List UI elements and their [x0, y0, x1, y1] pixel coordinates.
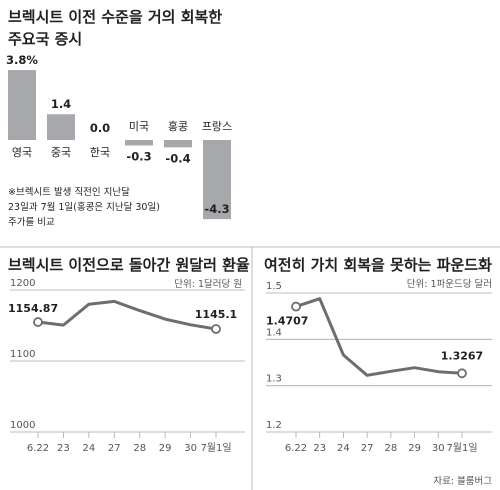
y-tick-label: 1000: [10, 420, 35, 431]
start-point-marker: [33, 317, 43, 327]
krw-chart-unit: 단위: 1달러당 원: [174, 278, 242, 290]
source-note: 자료: 블룸버그: [433, 476, 492, 487]
bar-value-label: -0.3: [126, 150, 151, 164]
x-tick-label: 27: [108, 443, 121, 454]
x-tick-label: 24: [337, 443, 350, 454]
x-tick-label: 23: [57, 443, 70, 454]
gbp-chart-title: 여전히 가치 회복을 못하는 파운드화: [264, 256, 492, 274]
bar-category-label: 프랑스: [202, 120, 232, 133]
bar-chart-note-line1: ※브렉시트 발생 직전인 지난달: [8, 186, 130, 198]
krw-usd-line-chart: 브렉시트 이전으로 돌아간 원달러 환율 단위: 1달러당 원 1200 1100…: [8, 256, 250, 454]
y-tick-label: 1.5: [266, 281, 282, 292]
bar-5: [164, 140, 192, 148]
stock-index-bar-chart: 브렉시트 이전 수준을 거의 회복한 주요국 증시 3.8% 영국 1.4 중국 0.0…: [6, 8, 232, 228]
x-tick-label: 28: [133, 443, 146, 454]
y-tick-label: 1.4: [266, 327, 282, 338]
bar-category-label: 중국: [51, 146, 71, 159]
bar-chart-title-line2: 주요국 증시: [8, 30, 82, 48]
x-tick-label: 7월1일: [446, 442, 477, 454]
y-tick-label: 1100: [10, 349, 35, 360]
gbp-chart-unit: 단위: 1파운드당 달러: [407, 278, 492, 290]
bar-1: [8, 70, 36, 140]
end-point-marker: [457, 368, 467, 379]
x-tick-label: 7월1일: [200, 442, 231, 454]
x-tick-label: 6.22: [285, 443, 307, 454]
series-line: [295, 297, 463, 377]
x-tick-label: 24: [82, 443, 95, 454]
bar-value-label: -4.3: [204, 202, 229, 216]
krw-chart-title: 브렉시트 이전으로 돌아간 원달러 환율: [8, 256, 250, 274]
bar-category-label: 영국: [12, 146, 32, 159]
x-tick-label: 29: [408, 443, 421, 454]
end-point-marker: [211, 324, 221, 334]
x-tick-label: 27: [361, 443, 374, 454]
gbp-usd-line-chart: 여전히 가치 회복을 못하는 파운드화 단위: 1파운드당 달러 1.51.41…: [264, 256, 492, 454]
bar-chart-title-line1: 브렉시트 이전 수준을 거의 회복한: [8, 8, 222, 26]
bar-4: [125, 140, 153, 146]
x-tick-label: 28: [384, 443, 397, 454]
bar-chart-note-line2: 23일과 7월 1일(홍콩은 지난달 30일): [8, 201, 160, 213]
bar-category-label: 한국: [90, 146, 110, 159]
x-tick-label: 30: [184, 443, 197, 454]
bar-value-label: 1.4: [51, 97, 71, 111]
end-value-label: 1.3267: [441, 349, 483, 362]
bar-value-label: 3.8%: [6, 53, 38, 67]
y-tick-label: 1.2: [266, 420, 282, 431]
start-point-marker: [291, 301, 301, 312]
start-value-label: 1.4707: [266, 315, 308, 328]
bar-value-label: 0.0: [90, 121, 110, 135]
bar-2: [47, 114, 75, 140]
bar-6: [203, 140, 231, 220]
series-line: [37, 299, 217, 331]
x-tick-label: 30: [432, 443, 445, 454]
bar-value-label: -0.4: [165, 151, 190, 165]
bar-chart-note-line3: 주가를 비교: [8, 217, 55, 228]
x-tick-label: 6.22: [27, 443, 49, 454]
x-tick-label: 29: [159, 443, 172, 454]
bar-category-label: 홍콩: [168, 119, 188, 133]
start-value-label: 1154.87: [8, 302, 58, 315]
bar-series: 3.8% 영국 1.4 중국 0.0 한국 -0.3 미국 -0.4 홍콩 -4.3 프랑스: [6, 53, 232, 220]
y-tick-label: 1.3: [266, 374, 282, 385]
y-tick-label: 1200: [10, 278, 35, 289]
bar-category-label: 미국: [129, 120, 149, 133]
end-value-label: 1145.1: [195, 308, 237, 321]
x-tick-label: 23: [313, 443, 326, 454]
